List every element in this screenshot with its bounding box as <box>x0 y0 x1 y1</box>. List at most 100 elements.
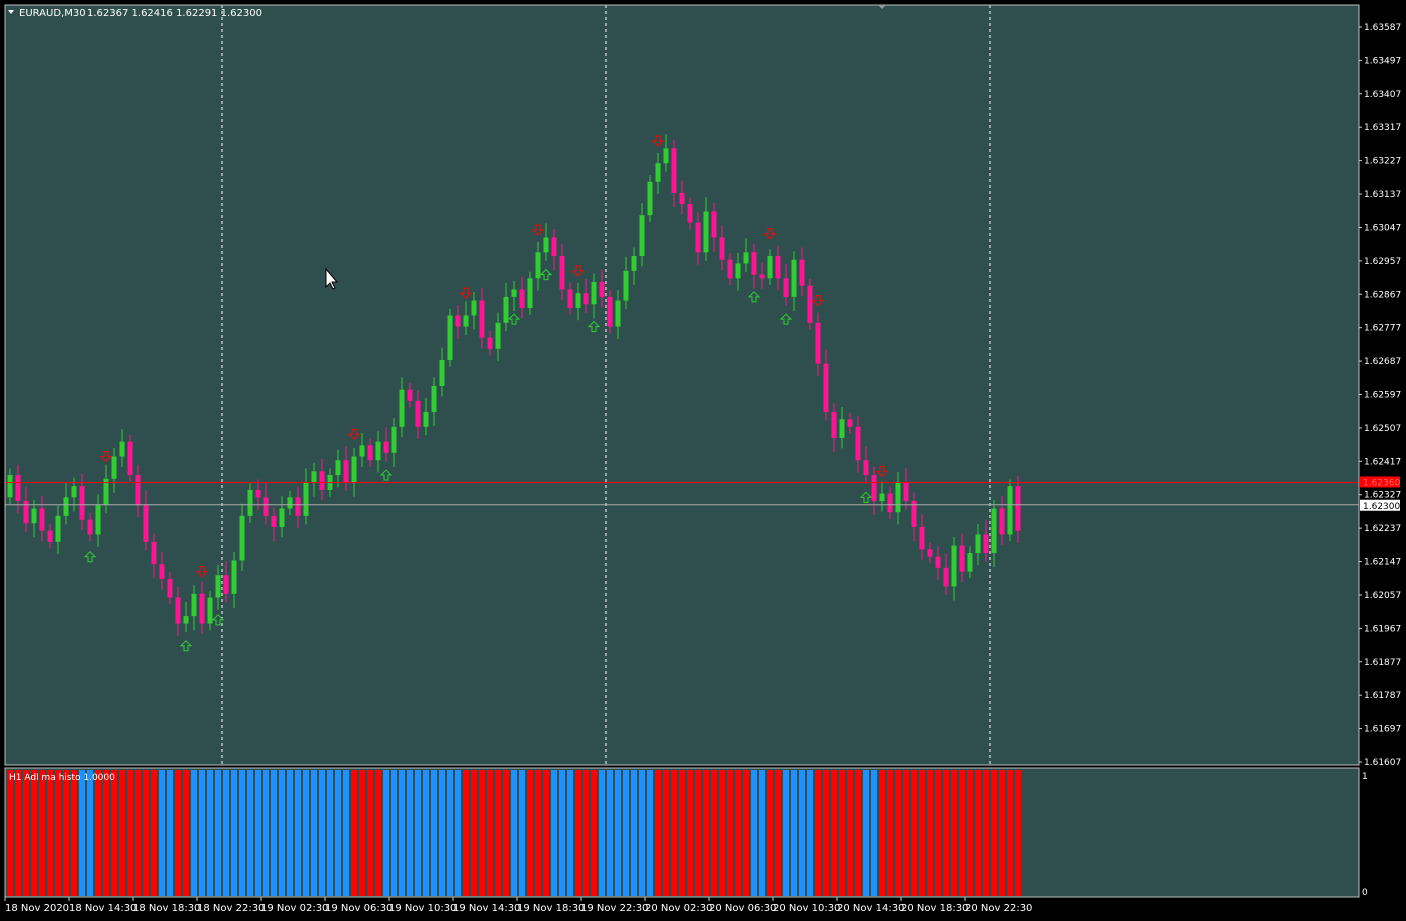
up-arrow-icon <box>859 491 873 503</box>
histogram-bar <box>511 770 517 896</box>
histogram-bar <box>975 770 981 896</box>
price-tick-label: 1.63497 <box>1364 56 1401 66</box>
candle-body <box>575 293 581 309</box>
candle-body <box>127 441 133 476</box>
candle-body <box>999 508 1005 535</box>
histogram-bar <box>215 770 221 896</box>
histogram-bar <box>791 770 797 896</box>
candle-body <box>87 519 93 535</box>
candle-body <box>807 285 813 323</box>
candle-body <box>183 616 189 624</box>
candle-body <box>247 489 253 516</box>
candle-body <box>591 282 597 305</box>
time-tick-label: 18 Nov 2020 <box>5 903 69 914</box>
histogram-bar <box>439 770 445 896</box>
time-tick-label: 20 Nov 22:30 <box>965 903 1032 914</box>
candle-body <box>359 445 365 457</box>
candle-body <box>279 508 285 528</box>
main-chart-area[interactable] <box>5 5 1359 765</box>
candle-body <box>95 504 101 535</box>
candle-body <box>167 578 173 598</box>
time-tick-label: 18 Nov 14:30 <box>69 903 136 914</box>
candle-body <box>7 475 13 498</box>
candle-body <box>23 501 29 524</box>
candle-body <box>15 475 21 502</box>
candle-body <box>671 148 677 193</box>
candle-body <box>351 456 357 483</box>
candle-body <box>47 530 53 542</box>
histogram-bar <box>503 770 509 896</box>
histogram-bar <box>703 770 709 896</box>
time-tick-label: 18 Nov 18:30 <box>133 903 200 914</box>
histogram-bar <box>903 770 909 896</box>
price-tick-label: 1.62777 <box>1364 324 1401 334</box>
candle-body <box>1015 486 1021 531</box>
histogram-bar <box>783 770 789 896</box>
histogram-bar <box>143 770 149 896</box>
histogram-bar <box>895 770 901 896</box>
candle-body <box>639 215 645 257</box>
histogram-bar <box>183 770 189 896</box>
down-arrow-icon <box>347 428 361 440</box>
candle-body <box>543 237 549 253</box>
histogram-bar <box>367 770 373 896</box>
candle-body <box>255 489 261 498</box>
candle-body <box>927 549 933 557</box>
candle-body <box>63 497 69 516</box>
candle-body <box>687 204 693 223</box>
histogram-bar <box>655 770 661 896</box>
candle-body <box>271 515 277 528</box>
candle-body <box>615 300 621 327</box>
symbol-menu-icon[interactable] <box>8 10 14 14</box>
histogram-bar <box>95 770 101 896</box>
price-tick-label: 1.63407 <box>1364 90 1401 100</box>
histogram-bar <box>919 770 925 896</box>
histogram-bar <box>223 770 229 896</box>
histogram-bar <box>175 770 181 896</box>
histogram-bar <box>527 770 533 896</box>
histogram-bar <box>479 770 485 896</box>
histogram-bar <box>487 770 493 896</box>
chart-shift-icon[interactable] <box>878 5 886 9</box>
candle-body <box>935 556 941 568</box>
candle-body <box>791 259 797 297</box>
time-tick-label: 18 Nov 22:30 <box>197 903 264 914</box>
candle-body <box>959 545 965 572</box>
down-arrow-icon <box>651 135 665 147</box>
candle-body <box>495 322 501 349</box>
candle-body <box>223 575 229 594</box>
histogram-bar <box>671 770 677 896</box>
up-arrow-icon <box>83 551 97 563</box>
candle-body <box>287 497 293 509</box>
candle-body <box>455 315 461 327</box>
histogram-bar <box>111 770 117 896</box>
histogram-bar <box>823 770 829 896</box>
candle-body <box>847 419 853 427</box>
histogram-bar <box>311 770 317 896</box>
time-tick-label: 20 Nov 02:30 <box>645 903 712 914</box>
price-tick-label: 1.61877 <box>1364 658 1401 668</box>
candle-body <box>263 497 269 516</box>
histogram-bar <box>551 770 557 896</box>
candle-body <box>407 389 413 401</box>
histogram-bar <box>47 770 53 896</box>
histogram-bar <box>79 770 85 896</box>
price-tick-label: 1.63047 <box>1364 223 1401 233</box>
indicator-label: H1 Adl ma histo 1.0000 <box>9 773 115 783</box>
time-tick-label: 19 Nov 18:30 <box>517 903 584 914</box>
histogram-bar <box>247 770 253 896</box>
histogram-bar <box>1015 770 1021 896</box>
histogram-bar <box>359 770 365 896</box>
histogram-bar <box>839 770 845 896</box>
histogram-bar <box>55 770 61 896</box>
histogram-bar <box>159 770 165 896</box>
candle-body <box>839 419 845 438</box>
histogram-bar <box>991 770 997 896</box>
price-tick-label: 1.62327 <box>1364 491 1401 501</box>
up-arrow-icon <box>379 469 393 481</box>
candle-body <box>311 471 317 483</box>
histogram-bar <box>831 770 837 896</box>
histogram-bar <box>23 770 29 896</box>
